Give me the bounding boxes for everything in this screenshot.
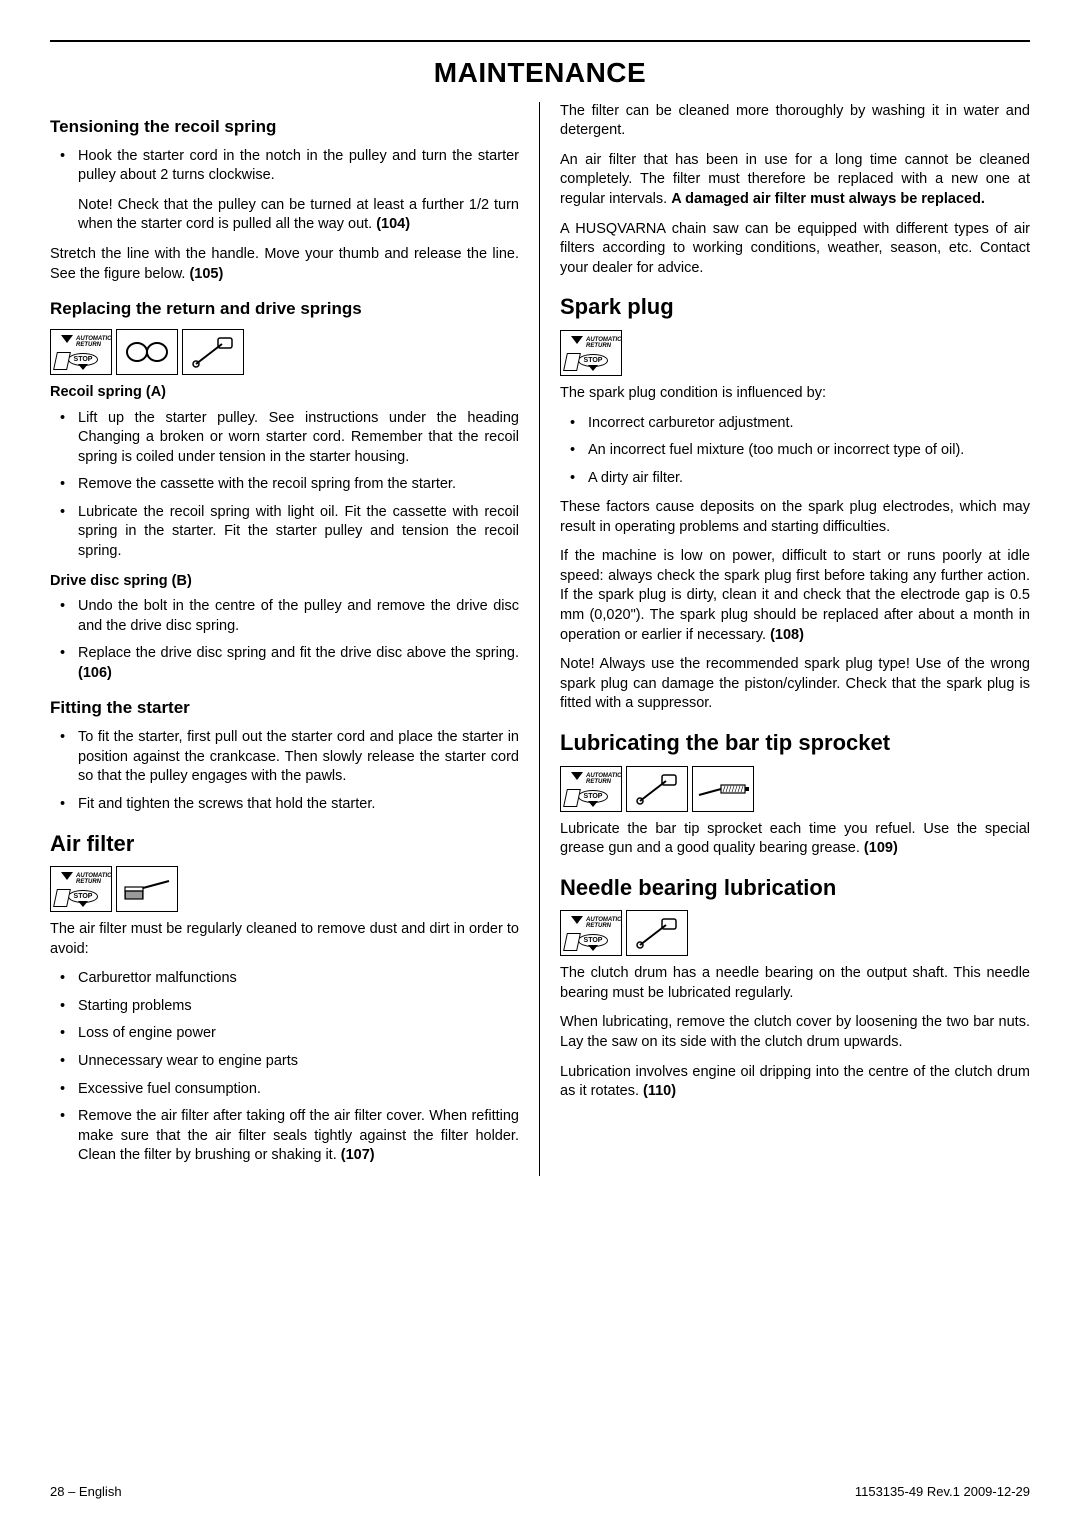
stop-icon: AUTOMATICRETURN STOP (560, 910, 622, 956)
airfilter-title: Air filter (50, 829, 519, 859)
sparkplug-icons: AUTOMATICRETURN STOP (560, 330, 1030, 376)
stop-icon: AUTOMATICRETURN STOP (560, 766, 622, 812)
stop-icon: AUTOMATICRETURN STOP (50, 329, 112, 375)
brush-icon (116, 866, 178, 912)
needle-icons: AUTOMATICRETURN STOP (560, 910, 1030, 956)
fitting-1: To fit the starter, first pull out the s… (50, 728, 519, 787)
sp-p2: These factors cause deposits on the spar… (560, 498, 1030, 537)
nb-p3: Lubrication involves engine oil dripping… (560, 1063, 1030, 1102)
drive-b-label: Drive disc spring (B) (50, 572, 519, 592)
drive-b-1: Undo the bolt in the centre of the pulle… (50, 597, 519, 636)
af-6: Remove the air filter after taking off t… (50, 1107, 519, 1166)
page-title: MAINTENANCE (50, 54, 1030, 92)
tensioning-note: Note! Check that the pulley can be turne… (50, 196, 519, 235)
af-2: Starting problems (50, 997, 519, 1017)
fitting-title: Fitting the starter (50, 697, 519, 720)
sp-2: An incorrect fuel mixture (too much or i… (560, 441, 1030, 461)
af-3: Loss of engine power (50, 1024, 519, 1044)
recoil-a-3: Lubricate the recoil spring with light o… (50, 503, 519, 562)
tool-icon (182, 329, 244, 375)
airfilter-list: Carburettor malfunctions Starting proble… (50, 969, 519, 1166)
tensioning-item-1: Hook the starter cord in the notch in th… (50, 147, 519, 186)
tool-icon (626, 910, 688, 956)
recoil-a-2: Remove the cassette with the recoil spri… (50, 475, 519, 495)
lubricating-icons: AUTOMATICRETURN STOP (560, 766, 1030, 812)
af-1: Carburettor malfunctions (50, 969, 519, 989)
grease-gun-icon (692, 766, 754, 812)
footer-right: 1153135-49 Rev.1 2009-12-29 (855, 1483, 1030, 1501)
sp-p4: Note! Always use the recommended spark p… (560, 655, 1030, 714)
needle-title: Needle bearing lubrication (560, 873, 1030, 903)
tool-icon (626, 766, 688, 812)
recoil-a-1: Lift up the starter pulley. See instruct… (50, 409, 519, 468)
top-rule (50, 40, 1030, 42)
sp-p3: If the machine is low on power, difficul… (560, 547, 1030, 645)
af-4: Unnecessary wear to engine parts (50, 1052, 519, 1072)
left-column: Tensioning the recoil spring Hook the st… (50, 102, 540, 1176)
r-p1: The filter can be cleaned more thoroughl… (560, 102, 1030, 141)
stop-icon: AUTOMATICRETURN STOP (560, 330, 622, 376)
lubricating-title: Lubricating the bar tip sprocket (560, 728, 1030, 758)
lu-p1: Lubricate the bar tip sprocket each time… (560, 820, 1030, 859)
replacing-icons: AUTOMATICRETURN STOP (50, 329, 519, 375)
sp-list: Incorrect carburetor adjustment. An inco… (560, 414, 1030, 489)
nb-p1: The clutch drum has a needle bearing on … (560, 964, 1030, 1003)
recoil-a-label: Recoil spring (A) (50, 383, 519, 403)
drive-b-list: Undo the bolt in the centre of the pulle… (50, 597, 519, 683)
airfilter-p1: The air filter must be regularly cleaned… (50, 920, 519, 959)
sp-p1: The spark plug condition is influenced b… (560, 384, 1030, 404)
r-p3: A HUSQVARNA chain saw can be equipped wi… (560, 220, 1030, 279)
sparkplug-title: Spark plug (560, 292, 1030, 322)
recoil-a-list: Lift up the starter pulley. See instruct… (50, 409, 519, 562)
r-p2: An air filter that has been in use for a… (560, 151, 1030, 210)
airfilter-icons: AUTOMATICRETURN STOP (50, 866, 519, 912)
fitting-list: To fit the starter, first pull out the s… (50, 728, 519, 814)
page-footer: 28 – English 1153135-49 Rev.1 2009-12-29 (50, 1483, 1030, 1501)
drive-b-2: Replace the drive disc spring and fit th… (50, 644, 519, 683)
goggles-icon (116, 329, 178, 375)
stop-icon: AUTOMATICRETURN STOP (50, 866, 112, 912)
tensioning-p1: Stretch the line with the handle. Move y… (50, 245, 519, 284)
tensioning-title: Tensioning the recoil spring (50, 116, 519, 139)
replacing-title: Replacing the return and drive springs (50, 298, 519, 321)
fitting-2: Fit and tighten the screws that hold the… (50, 795, 519, 815)
sp-3: A dirty air filter. (560, 469, 1030, 489)
sp-1: Incorrect carburetor adjustment. (560, 414, 1030, 434)
nb-p2: When lubricating, remove the clutch cove… (560, 1013, 1030, 1052)
right-column: The filter can be cleaned more thoroughl… (540, 102, 1030, 1176)
footer-left: 28 – English (50, 1483, 122, 1501)
content-columns: Tensioning the recoil spring Hook the st… (50, 102, 1030, 1176)
af-5: Excessive fuel consumption. (50, 1080, 519, 1100)
tensioning-list: Hook the starter cord in the notch in th… (50, 147, 519, 186)
